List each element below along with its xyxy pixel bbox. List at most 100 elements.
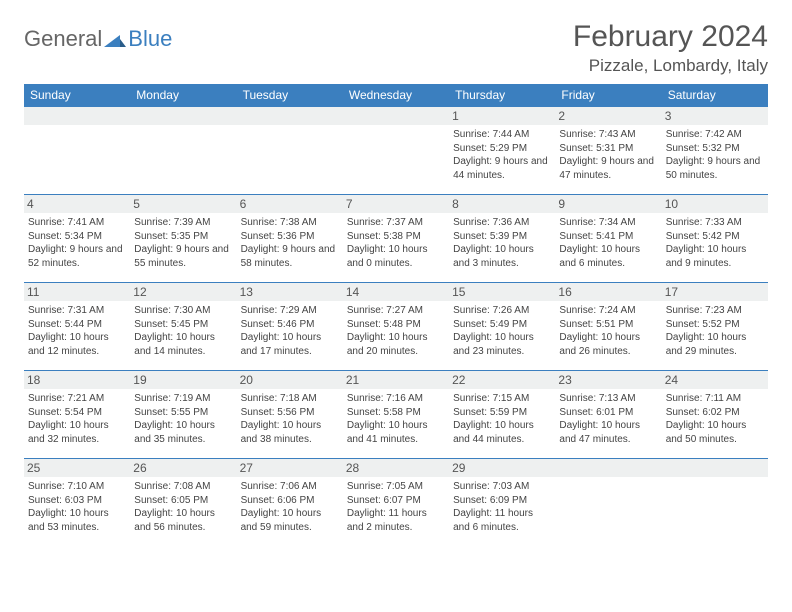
day-info: Sunrise: 7:13 AMSunset: 6:01 PMDaylight:… bbox=[559, 392, 657, 446]
day-info: Sunrise: 7:18 AMSunset: 5:56 PMDaylight:… bbox=[241, 392, 339, 446]
calendar-row: 1Sunrise: 7:44 AMSunset: 5:29 PMDaylight… bbox=[24, 107, 768, 195]
logo-text-blue: Blue bbox=[128, 26, 172, 52]
header: General Blue February 2024 Pizzale, Lomb… bbox=[24, 20, 768, 76]
weekday-header: Sunday bbox=[24, 84, 130, 107]
weekday-header: Thursday bbox=[449, 84, 555, 107]
weekday-header-row: SundayMondayTuesdayWednesdayThursdayFrid… bbox=[24, 84, 768, 107]
day-info: Sunrise: 7:36 AMSunset: 5:39 PMDaylight:… bbox=[453, 216, 551, 270]
day-info: Sunrise: 7:08 AMSunset: 6:05 PMDaylight:… bbox=[134, 480, 232, 534]
day-number: 1 bbox=[449, 107, 555, 125]
day-info: Sunrise: 7:43 AMSunset: 5:31 PMDaylight:… bbox=[559, 128, 657, 182]
triangle-icon bbox=[104, 31, 126, 47]
day-number-empty bbox=[130, 107, 236, 125]
calendar-day: 12 Sunrise: 7:30 AMSunset: 5:45 PMDayligh… bbox=[130, 283, 236, 371]
day-number: 12 bbox=[130, 283, 236, 301]
day-info: Sunrise: 7:24 AMSunset: 5:51 PMDaylight:… bbox=[559, 304, 657, 358]
day-number: 17 bbox=[662, 283, 768, 301]
weekday-header: Monday bbox=[130, 84, 236, 107]
day-number: 19 bbox=[130, 371, 236, 389]
calendar-day: 11 Sunrise: 7:31 AMSunset: 5:44 PMDayligh… bbox=[24, 283, 130, 371]
day-info: Sunrise: 7:31 AMSunset: 5:44 PMDaylight:… bbox=[28, 304, 126, 358]
day-number: 25 bbox=[24, 459, 130, 477]
day-number: 3 bbox=[662, 107, 768, 125]
day-number: 28 bbox=[343, 459, 449, 477]
day-number: 21 bbox=[343, 371, 449, 389]
day-info: Sunrise: 7:29 AMSunset: 5:46 PMDaylight:… bbox=[241, 304, 339, 358]
day-number: 18 bbox=[24, 371, 130, 389]
day-info: Sunrise: 7:38 AMSunset: 5:36 PMDaylight:… bbox=[241, 216, 339, 270]
day-number: 8 bbox=[449, 195, 555, 213]
day-info: Sunrise: 7:10 AMSunset: 6:03 PMDaylight:… bbox=[28, 480, 126, 534]
day-info: Sunrise: 7:33 AMSunset: 5:42 PMDaylight:… bbox=[666, 216, 764, 270]
day-number: 7 bbox=[343, 195, 449, 213]
day-info: Sunrise: 7:06 AMSunset: 6:06 PMDaylight:… bbox=[241, 480, 339, 534]
weekday-header: Wednesday bbox=[343, 84, 449, 107]
weekday-header: Friday bbox=[555, 84, 661, 107]
day-number: 24 bbox=[662, 371, 768, 389]
calendar-day: 14 Sunrise: 7:27 AMSunset: 5:48 PMDayligh… bbox=[343, 283, 449, 371]
calendar-day: 4 Sunrise: 7:41 AMSunset: 5:34 PMDaylight… bbox=[24, 195, 130, 283]
day-number: 23 bbox=[555, 371, 661, 389]
day-number: 14 bbox=[343, 283, 449, 301]
calendar-day: 23 Sunrise: 7:13 AMSunset: 6:01 PMDayligh… bbox=[555, 371, 661, 459]
day-info: Sunrise: 7:34 AMSunset: 5:41 PMDaylight:… bbox=[559, 216, 657, 270]
calendar-row: 4 Sunrise: 7:41 AMSunset: 5:34 PMDaylight… bbox=[24, 195, 768, 283]
day-number: 16 bbox=[555, 283, 661, 301]
day-info: Sunrise: 7:16 AMSunset: 5:58 PMDaylight:… bbox=[347, 392, 445, 446]
calendar-day: 16 Sunrise: 7:24 AMSunset: 5:51 PMDayligh… bbox=[555, 283, 661, 371]
month-title: February 2024 bbox=[573, 20, 768, 54]
calendar-day: 2Sunrise: 7:43 AMSunset: 5:31 PMDaylight… bbox=[555, 107, 661, 195]
calendar-empty bbox=[662, 459, 768, 547]
weekday-header: Tuesday bbox=[237, 84, 343, 107]
day-info: Sunrise: 7:30 AMSunset: 5:45 PMDaylight:… bbox=[134, 304, 232, 358]
day-info: Sunrise: 7:37 AMSunset: 5:38 PMDaylight:… bbox=[347, 216, 445, 270]
day-number: 9 bbox=[555, 195, 661, 213]
day-info: Sunrise: 7:41 AMSunset: 5:34 PMDaylight:… bbox=[28, 216, 126, 270]
calendar-day: 1Sunrise: 7:44 AMSunset: 5:29 PMDaylight… bbox=[449, 107, 555, 195]
calendar-day: 24 Sunrise: 7:11 AMSunset: 6:02 PMDayligh… bbox=[662, 371, 768, 459]
day-number-empty bbox=[237, 107, 343, 125]
calendar-day: 15Sunrise: 7:26 AMSunset: 5:49 PMDayligh… bbox=[449, 283, 555, 371]
calendar-day: 5 Sunrise: 7:39 AMSunset: 5:35 PMDaylight… bbox=[130, 195, 236, 283]
weekday-header: Saturday bbox=[662, 84, 768, 107]
day-number-empty bbox=[662, 459, 768, 477]
day-number: 10 bbox=[662, 195, 768, 213]
day-number: 20 bbox=[237, 371, 343, 389]
day-number: 27 bbox=[237, 459, 343, 477]
day-number: 22 bbox=[449, 371, 555, 389]
day-number: 6 bbox=[237, 195, 343, 213]
calendar-table: SundayMondayTuesdayWednesdayThursdayFrid… bbox=[24, 84, 768, 547]
calendar-day: 25 Sunrise: 7:10 AMSunset: 6:03 PMDayligh… bbox=[24, 459, 130, 547]
calendar-day: 22Sunrise: 7:15 AMSunset: 5:59 PMDayligh… bbox=[449, 371, 555, 459]
day-info: Sunrise: 7:05 AMSunset: 6:07 PMDaylight:… bbox=[347, 480, 445, 534]
calendar-day: 29Sunrise: 7:03 AMSunset: 6:09 PMDayligh… bbox=[449, 459, 555, 547]
calendar-day: 13Sunrise: 7:29 AMSunset: 5:46 PMDayligh… bbox=[237, 283, 343, 371]
day-info: Sunrise: 7:19 AMSunset: 5:55 PMDaylight:… bbox=[134, 392, 232, 446]
calendar-row: 25 Sunrise: 7:10 AMSunset: 6:03 PMDayligh… bbox=[24, 459, 768, 547]
day-info: Sunrise: 7:39 AMSunset: 5:35 PMDaylight:… bbox=[134, 216, 232, 270]
calendar-day: 21 Sunrise: 7:16 AMSunset: 5:58 PMDayligh… bbox=[343, 371, 449, 459]
day-number: 4 bbox=[24, 195, 130, 213]
day-number: 26 bbox=[130, 459, 236, 477]
day-info: Sunrise: 7:11 AMSunset: 6:02 PMDaylight:… bbox=[666, 392, 764, 446]
logo: General Blue bbox=[24, 26, 172, 52]
calendar-day: 28 Sunrise: 7:05 AMSunset: 6:07 PMDayligh… bbox=[343, 459, 449, 547]
day-number-empty bbox=[343, 107, 449, 125]
calendar-day: 26 Sunrise: 7:08 AMSunset: 6:05 PMDayligh… bbox=[130, 459, 236, 547]
day-number: 11 bbox=[24, 283, 130, 301]
day-number-empty bbox=[555, 459, 661, 477]
calendar-empty bbox=[237, 107, 343, 195]
calendar-day: 17Sunrise: 7:23 AMSunset: 5:52 PMDayligh… bbox=[662, 283, 768, 371]
calendar-day: 6 Sunrise: 7:38 AMSunset: 5:36 PMDaylight… bbox=[237, 195, 343, 283]
day-number: 5 bbox=[130, 195, 236, 213]
day-info: Sunrise: 7:27 AMSunset: 5:48 PMDaylight:… bbox=[347, 304, 445, 358]
calendar-day: 20 Sunrise: 7:18 AMSunset: 5:56 PMDayligh… bbox=[237, 371, 343, 459]
calendar-day: 3Sunrise: 7:42 AMSunset: 5:32 PMDaylight… bbox=[662, 107, 768, 195]
day-number: 15 bbox=[449, 283, 555, 301]
day-number-empty bbox=[24, 107, 130, 125]
calendar-empty bbox=[555, 459, 661, 547]
logo-text-general: General bbox=[24, 26, 102, 52]
calendar-empty bbox=[343, 107, 449, 195]
calendar-day: 27 Sunrise: 7:06 AMSunset: 6:06 PMDayligh… bbox=[237, 459, 343, 547]
day-info: Sunrise: 7:03 AMSunset: 6:09 PMDaylight:… bbox=[453, 480, 551, 534]
